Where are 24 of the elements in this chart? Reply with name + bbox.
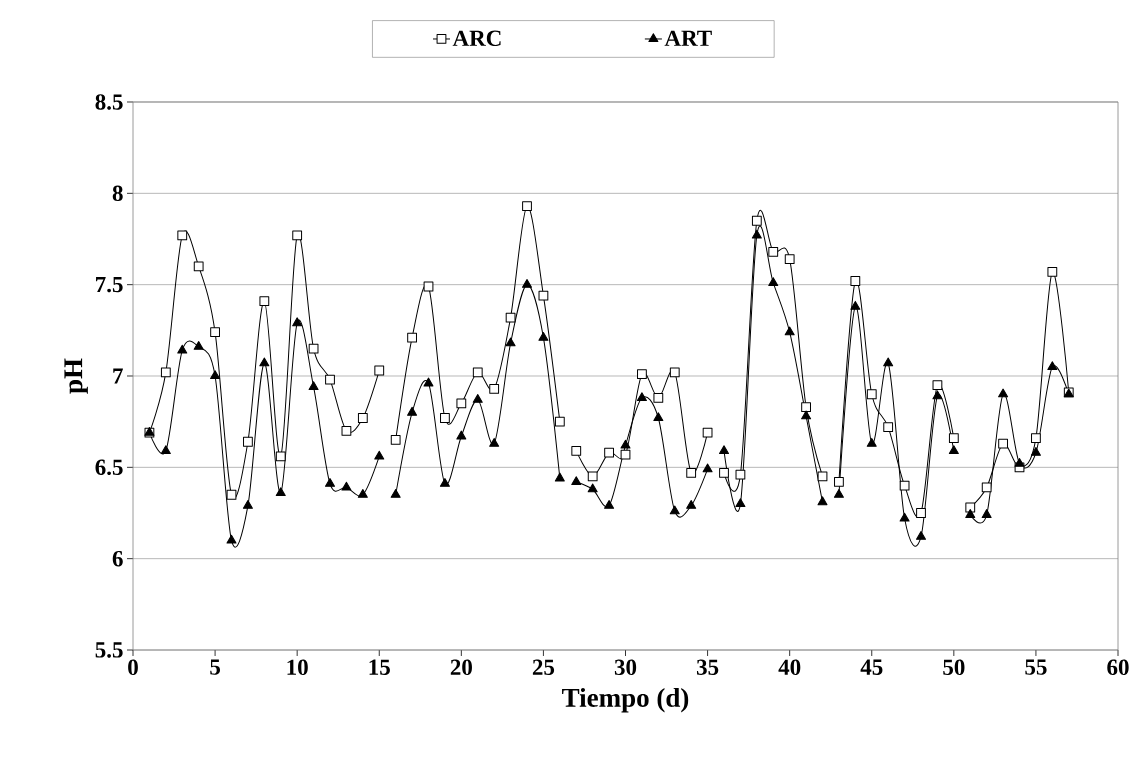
x-tick-label: 45 [860, 659, 883, 675]
x-tick-label: 15 [369, 659, 390, 675]
x-tick-label: 25 [532, 659, 555, 675]
y-axis-title: pH [64, 358, 88, 394]
x-tick-label: 5 [210, 659, 220, 675]
x-tick-label: 20 [450, 659, 472, 676]
x-axis-title: Tiempo (d) [562, 687, 689, 713]
x-tick-label: 55 [1025, 659, 1047, 675]
x-tick-label: 40 [778, 659, 801, 676]
y-tick-label: 8.5 [95, 94, 123, 110]
y-tick-label: 7 [113, 368, 123, 384]
legend-label: ARC [452, 30, 501, 47]
x-tick-label: 10 [287, 659, 308, 676]
y-tick-label: 7.5 [96, 276, 123, 293]
y-tick-label: 6.5 [95, 459, 123, 476]
y-tick-label: 5.5 [95, 642, 123, 658]
y-tick-label: 6 [112, 550, 123, 567]
x-tick-label: 35 [696, 659, 719, 675]
x-tick-label: 60 [1107, 659, 1129, 676]
x-tick-label: 0 [128, 659, 138, 676]
legend-label: ART [664, 30, 712, 46]
x-tick-label: 30 [614, 659, 637, 676]
y-tick-label: 8 [112, 185, 123, 202]
x-tick-label: 50 [943, 659, 965, 676]
